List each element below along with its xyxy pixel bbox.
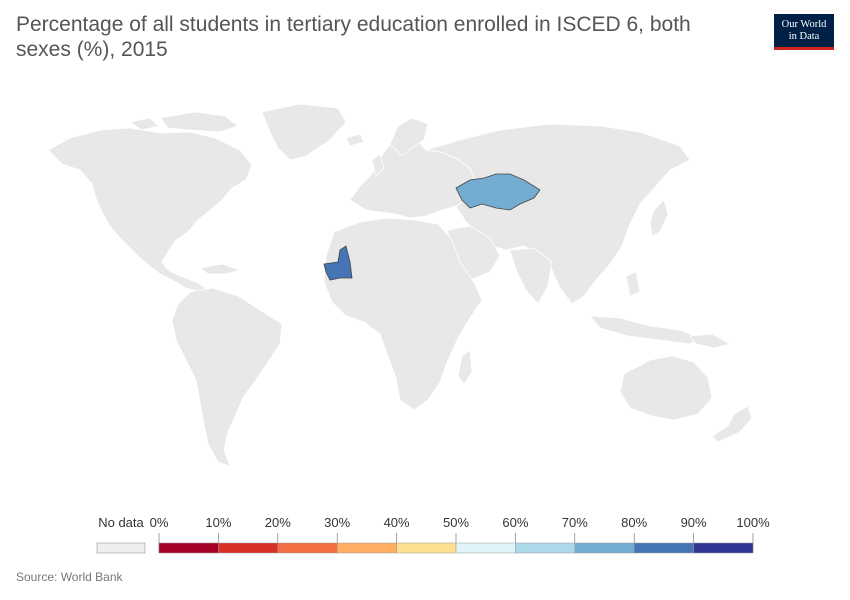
- owid-logo[interactable]: Our World in Data: [774, 14, 834, 50]
- scandinavia: [389, 117, 429, 157]
- kazakhstan-region: [455, 173, 541, 211]
- indonesia: [589, 315, 701, 345]
- new-guinea: [689, 333, 732, 349]
- africa-land: [323, 217, 483, 411]
- north-america-land: [47, 127, 253, 293]
- world-map: [47, 103, 753, 467]
- legend-bin-6: [515, 542, 576, 554]
- australia: [619, 355, 713, 421]
- chart-title: Percentage of all students in tertiary e…: [16, 13, 691, 61]
- legend-tick-label: 60%: [502, 515, 528, 530]
- legend-bin-7: [574, 542, 635, 554]
- india: [509, 247, 553, 305]
- legend-tick-label: 100%: [736, 515, 770, 530]
- legend-bin-4: [396, 542, 457, 554]
- philippines: [625, 271, 641, 297]
- legend-bin-0: [158, 542, 219, 554]
- japan: [649, 199, 669, 237]
- new-zealand: [711, 405, 753, 443]
- iceland: [345, 133, 365, 147]
- legend-no-data-label: No data: [98, 515, 144, 530]
- legend-tick-label: 50%: [443, 515, 469, 530]
- caribbean: [199, 263, 242, 275]
- mauritania-region: [323, 245, 353, 281]
- legend-tick-label: 20%: [265, 515, 291, 530]
- logo-line-2: in Data: [788, 31, 820, 42]
- arctic-island-2: [128, 117, 159, 131]
- legend-bin-9: [693, 542, 754, 554]
- legend-bin-1: [218, 542, 279, 554]
- legend-tick-label: 30%: [324, 515, 350, 530]
- legend-bin-2: [277, 542, 338, 554]
- madagascar: [457, 349, 473, 385]
- legend-tick-label: 90%: [681, 515, 707, 530]
- legend: No data 0% 10% 20% 30% 40% 50% 60% 70% 80% 90% 100%: [96, 515, 770, 554]
- arctic-islands: [159, 111, 239, 133]
- logo-line-1: Our World: [781, 19, 827, 30]
- legend-bin-8: [633, 542, 694, 554]
- source-note: Source: World Bank: [16, 570, 123, 584]
- uk: [371, 153, 385, 177]
- legend-bin-3: [336, 542, 397, 554]
- legend-tick-label: 0%: [150, 515, 169, 530]
- legend-tick-label: 40%: [384, 515, 410, 530]
- legend-tick-label: 80%: [621, 515, 647, 530]
- legend-tick-label: 70%: [562, 515, 588, 530]
- legend-bin-5: [455, 542, 516, 554]
- legend-no-data-swatch: [96, 542, 146, 554]
- legend-tick-label: 10%: [205, 515, 231, 530]
- greenland: [261, 103, 347, 161]
- south-america-land: [171, 287, 283, 467]
